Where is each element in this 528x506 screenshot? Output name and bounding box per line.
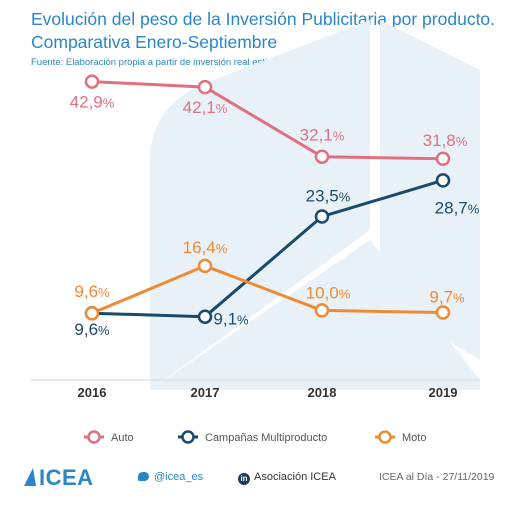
data-label: 28,7% [435, 198, 480, 217]
series-line-2 [91, 264, 444, 315]
data-point [197, 258, 213, 274]
twitter-link[interactable]: @icea_es [138, 471, 203, 483]
legend-label: Campañas Multiproducto [205, 432, 327, 444]
data-label: 32,1% [300, 126, 345, 145]
data-point [435, 305, 451, 320]
line-chart: 42,9% 42,1% 32,1% 31,8% 9,6% 9,1% 23,5% 28,7% 9,… [30, 20, 480, 444]
footer: ICEA @icea_es in Asociación ICEA ICEA al … [0, 462, 528, 502]
legend-label: Auto [111, 432, 134, 444]
legend-marker [87, 430, 101, 444]
watermark-logo [150, 20, 480, 390]
chart-title-line2: Comparativa Enero-Septiembre [31, 32, 278, 52]
data-label: 10,0% [306, 283, 351, 302]
logo-text: ICEA [39, 465, 94, 490]
data-label: 16,4% [183, 238, 228, 257]
data-label: 23,5% [306, 187, 351, 206]
data-point [314, 303, 330, 318]
icea-logo: ICEA [24, 465, 94, 491]
twitter-bird-icon [138, 472, 149, 481]
data-label: 42,9% [70, 93, 115, 112]
data-point [197, 309, 213, 324]
data-label: 9,6% [74, 320, 110, 339]
twitter-handle: @icea_es [154, 471, 204, 483]
chart-title-line1: Evolución del peso de la Inversión Publi… [31, 9, 496, 29]
data-label: 31,8% [423, 131, 468, 150]
x-tick-label: 2017 [191, 385, 220, 400]
linkedin-icon: in [238, 473, 250, 485]
series-line-1 [91, 178, 444, 319]
data-label: 9,1% [213, 310, 249, 329]
legend-marker [378, 430, 392, 444]
linkedin-name: Asociación ICEA [254, 471, 336, 483]
legend-label: Moto [402, 432, 426, 444]
data-point [435, 173, 451, 188]
legend-marker [181, 430, 195, 444]
x-tick-label: 2018 [308, 385, 337, 400]
data-label: 42,1% [183, 98, 228, 117]
data-point [435, 151, 451, 167]
data-point [84, 305, 100, 321]
data-point [197, 79, 213, 95]
chart-title: Evolución del peso de la Inversión Publi… [31, 8, 521, 54]
series-line-0 [91, 80, 444, 161]
data-point [84, 74, 100, 89]
x-tick-label: 2019 [429, 385, 458, 400]
chart-source: Fuente: Elaboración propia a partir de i… [31, 57, 344, 68]
data-point [314, 209, 330, 224]
data-point [314, 149, 330, 164]
data-label: 9,6% [74, 282, 110, 301]
icea-triangle-icon [24, 468, 36, 486]
linkedin-link[interactable]: in Asociación ICEA [238, 471, 336, 485]
footer-date: ICEA al Día - 27/11/2019 [379, 471, 495, 483]
data-label: 9,7% [429, 288, 465, 307]
x-tick-label: 2016 [78, 385, 107, 400]
